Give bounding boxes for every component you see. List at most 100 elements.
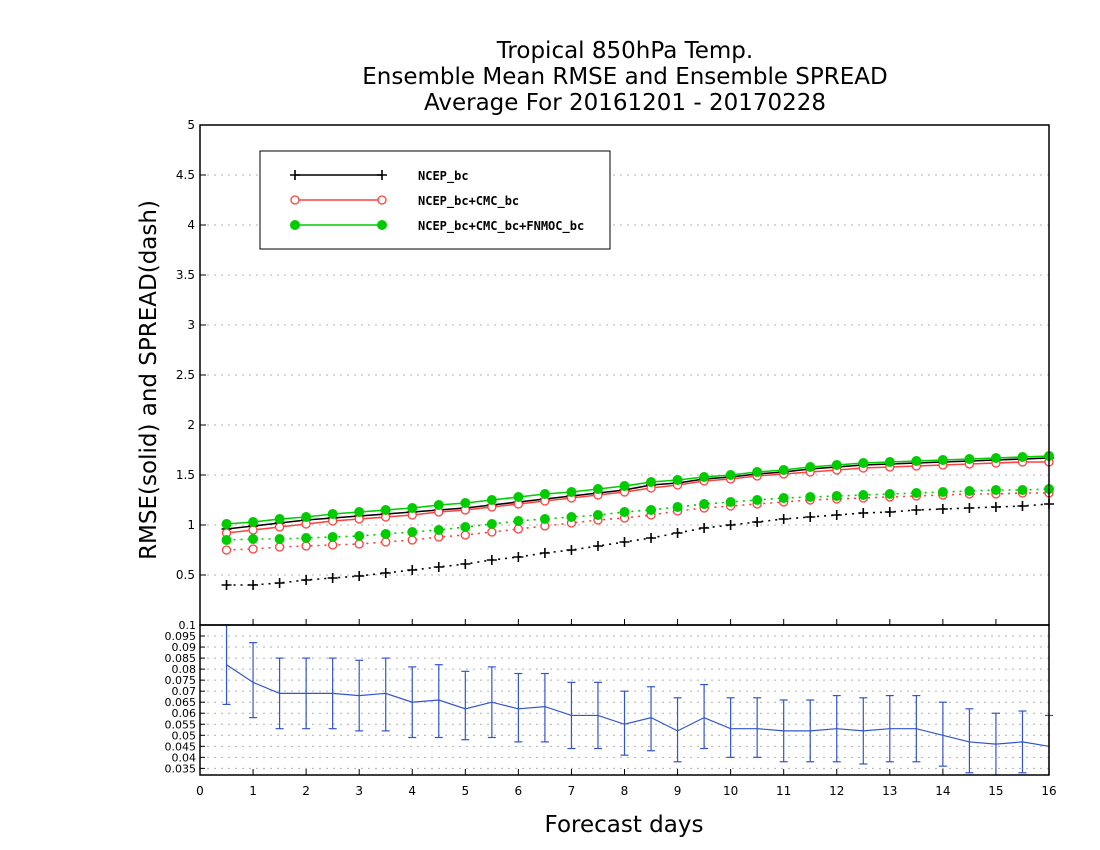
spread-point xyxy=(646,505,657,515)
x-tick-label: 2 xyxy=(302,784,310,798)
legend-label-ncep-cmc-fnmoc: NCEP_bc+CMC_bc+FNMOC_bc xyxy=(418,219,584,234)
top-panel-y-ticks: 0.5 1 1.5 2 2.5 3 3.5 4 4.5 5 xyxy=(176,118,206,582)
spread-point xyxy=(778,493,789,503)
spread-point xyxy=(407,535,417,545)
spread-point xyxy=(381,537,391,547)
spread-point xyxy=(699,523,710,533)
spread-point xyxy=(592,510,603,520)
spread-point xyxy=(566,512,577,522)
rmse-point xyxy=(778,465,789,475)
spread-point xyxy=(248,580,259,590)
top-y-tick-label: 1 xyxy=(187,518,195,532)
x-tick-label: 4 xyxy=(408,784,416,798)
rmse-point xyxy=(990,453,1001,463)
spread-point xyxy=(964,486,975,496)
rmse-point xyxy=(248,517,259,527)
bottom-y-tick-label: 0.055 xyxy=(165,718,197,731)
legend-marker xyxy=(290,220,300,230)
spread-point xyxy=(460,522,471,532)
x-tick-label: 11 xyxy=(776,784,791,798)
spread-point xyxy=(539,548,550,558)
spread-point xyxy=(858,490,869,500)
spread-point xyxy=(301,541,311,551)
spread-point xyxy=(566,545,577,555)
spread-point xyxy=(460,559,471,569)
spread-point xyxy=(327,573,338,583)
spread-point xyxy=(805,512,816,522)
series-2 xyxy=(221,451,1054,545)
spread-point xyxy=(725,497,736,507)
x-tick-label: 0 xyxy=(196,784,204,798)
legend-symbols xyxy=(290,170,387,230)
x-tick-label: 15 xyxy=(988,784,1003,798)
top-y-tick-label: 3 xyxy=(187,318,195,332)
rmse-point xyxy=(221,519,232,529)
x-tick-label: 10 xyxy=(723,784,738,798)
x-tick-label: 13 xyxy=(882,784,897,798)
rmse-point xyxy=(486,495,497,505)
rmse-point xyxy=(460,498,471,508)
x-tick-label: 6 xyxy=(515,784,523,798)
spread-point xyxy=(248,544,258,554)
spread-point xyxy=(990,485,1001,495)
spread-point xyxy=(752,495,763,505)
series-layer xyxy=(221,451,1054,590)
spread-point xyxy=(1017,501,1028,511)
rmse-point xyxy=(646,477,657,487)
rmse-point xyxy=(752,467,763,477)
rmse-point xyxy=(539,489,550,499)
rmse-line xyxy=(226,461,1049,534)
bottom-y-tick-label: 0.07 xyxy=(172,685,197,698)
top-y-tick-label: 4 xyxy=(187,218,195,232)
rmse-point xyxy=(380,505,391,515)
x-tick-label: 5 xyxy=(461,784,469,798)
spread-point xyxy=(354,539,364,549)
spread-line xyxy=(226,488,1050,541)
spread-point xyxy=(672,528,683,538)
spread-point xyxy=(248,534,259,544)
spread-point xyxy=(937,504,948,514)
spread-point xyxy=(274,578,285,588)
rmse-point xyxy=(619,481,630,491)
rmse-point xyxy=(831,460,842,470)
rmse-point xyxy=(699,472,710,482)
y-axis-label: RMSE(solid) and SPREAD(dash) xyxy=(136,200,162,560)
bottom-panel-frame xyxy=(199,624,1050,776)
spread-point xyxy=(486,519,497,529)
rmse-point xyxy=(407,503,418,513)
spread-point xyxy=(699,499,710,509)
spread-point xyxy=(513,524,524,534)
x-tick-label: 3 xyxy=(355,784,363,798)
chart-title-line-3: Average For 20161201 - 20170228 xyxy=(424,90,826,116)
x-axis-label: Forecast days xyxy=(545,812,704,838)
spread-point xyxy=(486,555,497,565)
top-y-tick-label: 2.5 xyxy=(176,368,195,382)
rmse-point xyxy=(513,492,524,502)
spread-point xyxy=(513,552,524,562)
spread-point xyxy=(433,525,444,535)
x-tick-label: 9 xyxy=(674,784,682,798)
rmse-point xyxy=(1017,452,1028,462)
spread-point xyxy=(725,520,736,530)
spread-point xyxy=(380,568,391,578)
spread-point xyxy=(460,530,470,540)
rmse-point xyxy=(805,462,816,472)
bottom-y-tick-label: 0.06 xyxy=(172,707,197,720)
spread-point xyxy=(301,575,312,585)
spread-point xyxy=(752,517,763,527)
spread-point xyxy=(354,571,365,581)
chart-title-line-1: Tropical 850hPa Temp. xyxy=(496,38,753,64)
spread-point xyxy=(884,507,895,517)
spread-point xyxy=(274,542,285,552)
spread-point xyxy=(221,535,232,545)
bottom-y-tick-label: 0.08 xyxy=(172,663,197,676)
spread-line xyxy=(226,503,1050,586)
spread-point xyxy=(301,533,312,543)
legend: NCEP_bc NCEP_bc+CMC_bc NCEP_bc+CMC_bc+FN… xyxy=(259,150,611,250)
rmse-point xyxy=(937,455,948,465)
bottom-y-tick-label: 0.04 xyxy=(172,751,197,764)
spread-point xyxy=(328,540,338,550)
bottom-panel-grid xyxy=(200,635,1049,769)
spread-point xyxy=(274,534,285,544)
